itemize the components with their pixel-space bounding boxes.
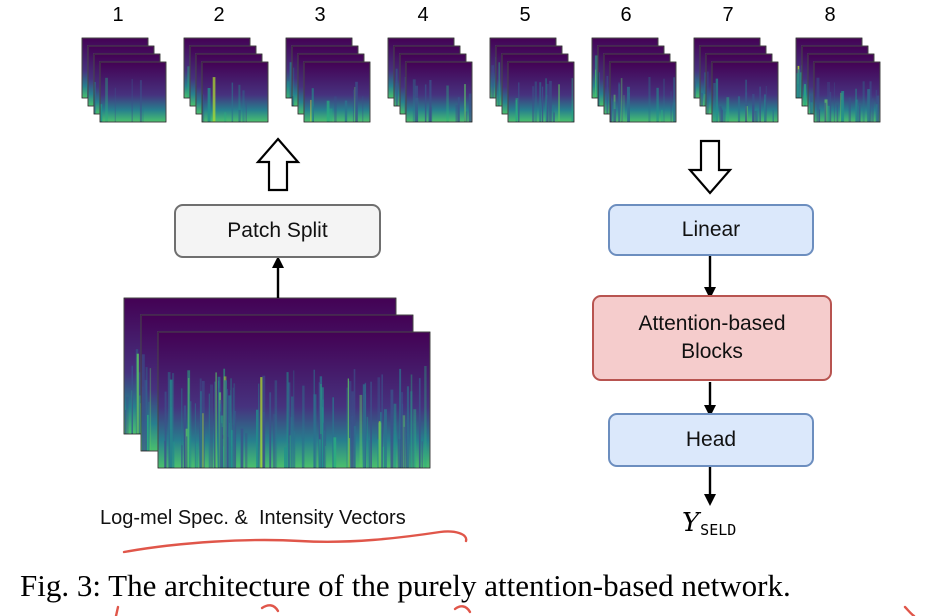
patch-layer xyxy=(609,61,677,123)
patch-stacks xyxy=(81,37,881,123)
input-label: Log-mel Spec. & Intensity Vectors xyxy=(100,507,406,529)
patch-number-4: 4 xyxy=(417,4,429,26)
patch-layer xyxy=(507,61,575,123)
output-label: YSELD xyxy=(682,508,737,539)
patch-number-5: 5 xyxy=(519,4,531,26)
attention-blocks-node: Attention-based Blocks xyxy=(592,295,832,381)
red-tick-mark-2 xyxy=(260,604,280,613)
patch-layer xyxy=(405,61,473,123)
patch-stack-6 xyxy=(591,37,677,123)
head-node: Head xyxy=(608,413,814,467)
input-spectrogram-stack xyxy=(123,297,431,469)
patch-stack-2 xyxy=(183,37,269,123)
patch-number-6: 6 xyxy=(620,4,632,26)
input-spectrogram-layer xyxy=(157,331,431,469)
patch-layer xyxy=(711,61,779,123)
attention-blocks-line-1: Attention-based xyxy=(638,312,786,335)
patch-layer xyxy=(813,61,881,123)
red-tick-mark-1 xyxy=(114,605,120,616)
patch-stack-1 xyxy=(81,37,167,123)
patch-number-7: 7 xyxy=(722,4,734,26)
patch-number-8: 8 xyxy=(824,4,836,26)
linear-node: Linear xyxy=(608,204,814,256)
red-tick-mark-3 xyxy=(453,605,472,614)
patch-stack-5 xyxy=(489,37,575,123)
patch-layer xyxy=(99,61,167,123)
patch-split-node: Patch Split xyxy=(174,204,381,258)
patch-stack-4 xyxy=(387,37,473,123)
patch-number-1: 1 xyxy=(112,4,124,26)
output-label-main: Y xyxy=(682,508,700,538)
output-label-subscript: SELD xyxy=(700,521,737,539)
patch-stack-7 xyxy=(693,37,779,123)
patch-layer xyxy=(303,61,371,123)
patch-stack-3 xyxy=(285,37,371,123)
hollow-up-arrow-icon xyxy=(255,137,301,192)
hollow-down-arrow-icon xyxy=(687,139,733,195)
figure-caption: Fig. 3: The architecture of the purely a… xyxy=(20,568,791,603)
patch-number-2: 2 xyxy=(213,4,225,26)
red-tick-mark-4 xyxy=(903,605,916,616)
patch-stack-8 xyxy=(795,37,881,123)
attention-blocks-line-2: Blocks xyxy=(681,340,743,363)
patch-layer xyxy=(201,61,269,123)
red-underline-annotation xyxy=(122,530,468,554)
patch-number-3: 3 xyxy=(314,4,326,26)
